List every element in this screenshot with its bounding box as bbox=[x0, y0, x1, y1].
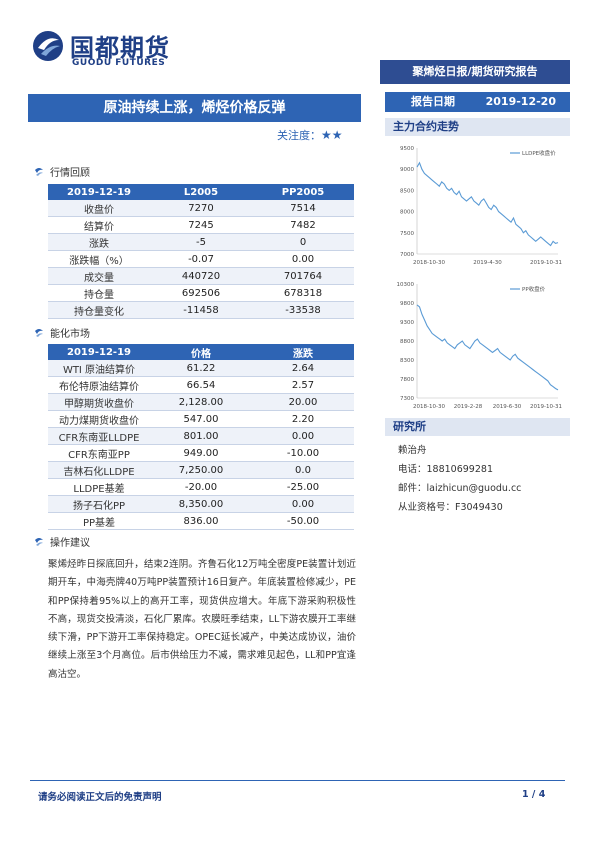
attention-level: 关注度：★★ bbox=[277, 127, 343, 143]
analyst-license: 从业资格号：F3049430 bbox=[398, 502, 503, 513]
table-row: 扬子石化PP 8,350.00 0.00 bbox=[48, 495, 354, 513]
table-row: 涨跌幅（%） -0.07 0.00 bbox=[48, 250, 354, 268]
table-row: 吉林石化LLDPE 7,250.00 0.0 bbox=[48, 461, 354, 479]
trend-heading: 主力合约走势 bbox=[385, 118, 570, 136]
lldpe-price-chart: 9500 9000 8500 8000 7500 7000 2018-10-30 2019-4… bbox=[400, 146, 562, 266]
table-row: 涨跌 -5 0 bbox=[48, 233, 354, 251]
section-icon bbox=[35, 538, 43, 546]
y-tick-label: 9500 bbox=[400, 146, 414, 152]
report-date-value: 2019-12-20 bbox=[485, 95, 556, 108]
y-tick-label: 7000 bbox=[400, 252, 414, 258]
y-tick-label: 9000 bbox=[400, 167, 414, 173]
page-number: 1 / 4 bbox=[522, 789, 546, 800]
table-row: 结算价 7245 7482 bbox=[48, 216, 354, 234]
y-tick-label: 7800 bbox=[400, 377, 414, 383]
section-icon bbox=[35, 168, 43, 176]
y-tick-label: 10300 bbox=[397, 282, 415, 288]
section-ops-heading: 操作建议 bbox=[34, 534, 90, 549]
table-row: 动力煤期货收盘价 547.00 2.20 bbox=[48, 410, 354, 428]
table-row: 持仓量变化 -11458 -33538 bbox=[48, 301, 354, 319]
table-header: 2019-12-19 bbox=[48, 344, 150, 360]
table-row: LLDPE基差 -20.00 -25.00 bbox=[48, 478, 354, 496]
attention-label: 关注度： bbox=[277, 129, 321, 142]
footer-disclaimer: 请务必阅读正文后的免责声明 bbox=[38, 792, 162, 803]
table-header-row: 2019-12-19 L2005 PP2005 bbox=[48, 184, 354, 200]
y-tick-label: 7300 bbox=[400, 396, 414, 402]
table-header-row: 2019-12-19 价格 涨跌 bbox=[48, 344, 354, 360]
pp-price-chart: 10300 9800 9300 8800 8300 7800 7300 2018-10-30 2… bbox=[397, 282, 562, 410]
series-line bbox=[416, 161, 559, 247]
table-header: 涨跌 bbox=[252, 344, 354, 360]
table-row: PP基差 836.00 -50.00 bbox=[48, 512, 354, 530]
analyst-email[interactable]: 邮件：laizhicun@guodu.cc bbox=[398, 483, 522, 494]
table-header: L2005 bbox=[150, 184, 252, 200]
table-row: 成交量 440720 701764 bbox=[48, 267, 354, 285]
x-tick-label: 2018-10-30 bbox=[413, 404, 445, 410]
analyst-name: 赖治舟 bbox=[398, 445, 427, 456]
y-tick-label: 8000 bbox=[400, 210, 414, 216]
attention-stars: ★★ bbox=[321, 128, 343, 142]
x-tick-label: 2018-10-30 bbox=[413, 260, 445, 266]
section-icon bbox=[35, 329, 43, 337]
company-name-en: GUODU FUTURES bbox=[72, 58, 166, 68]
table-row: 布伦特原油结算价 66.54 2.57 bbox=[48, 376, 354, 394]
review-table: 2019-12-19 L2005 PP2005 收盘价 7270 7514 结算价 7… bbox=[48, 184, 354, 319]
table-header: 价格 bbox=[150, 344, 252, 360]
table-row: CFR东南亚LLDPE 801.00 0.00 bbox=[48, 427, 354, 445]
y-tick-label: 8800 bbox=[400, 339, 414, 345]
legend-label: PP收盘价 bbox=[522, 285, 546, 293]
x-tick-label: 2019-10-31 bbox=[530, 260, 562, 266]
y-tick-label: 7500 bbox=[400, 231, 414, 237]
y-tick-label: 9300 bbox=[400, 320, 414, 326]
ops-text: 聚烯烃昨日探底回升，结束2连阴。齐鲁石化12万吨全密度PE装置计划近期开车，中海… bbox=[48, 559, 356, 680]
table-row: 甲醇期货收盘价 2,128.00 20.00 bbox=[48, 393, 354, 411]
table-header: 2019-12-19 bbox=[48, 184, 150, 200]
x-tick-label: 2019-10-31 bbox=[530, 404, 562, 410]
analyst-phone: 电话：18810699281 bbox=[398, 464, 493, 475]
legend-label: LLDPE收盘价 bbox=[522, 149, 556, 157]
y-tick-label: 8500 bbox=[400, 188, 414, 194]
table-row: 持仓量 692506 678318 bbox=[48, 284, 354, 302]
report-title: 原油持续上涨，烯烃价格反弹 bbox=[28, 94, 361, 122]
table-row: WTI 原油结算价 61.22 2.64 bbox=[48, 360, 354, 377]
footer-divider bbox=[30, 780, 565, 781]
y-tick-label: 8300 bbox=[400, 358, 414, 364]
table-row: 收盘价 7270 7514 bbox=[48, 200, 354, 217]
y-tick-label: 9800 bbox=[400, 301, 414, 307]
report-date-label: 报告日期 bbox=[411, 95, 455, 108]
table-header: PP2005 bbox=[252, 184, 354, 200]
section-chem-heading: 能化市场 bbox=[34, 325, 90, 340]
table-row: CFR东南亚PP 949.00 -10.00 bbox=[48, 444, 354, 462]
report-date-bar: 报告日期 2019-12-20 bbox=[385, 92, 570, 112]
chem-table: 2019-12-19 价格 涨跌 WTI 原油结算价 61.22 2.64 布伦特原… bbox=[48, 344, 354, 530]
x-tick-label: 2019-2-28 bbox=[454, 404, 483, 410]
series-line bbox=[416, 304, 559, 391]
report-type-banner: 聚烯烃日报/期货研究报告 bbox=[380, 60, 570, 84]
company-logo-icon bbox=[33, 31, 63, 61]
section-review-heading: 行情回顾 bbox=[34, 164, 90, 179]
research-heading: 研究所 bbox=[385, 418, 570, 436]
x-tick-label: 2019-4-30 bbox=[473, 260, 502, 266]
x-tick-label: 2019-6-30 bbox=[493, 404, 522, 410]
company-name-cn: 国都期货 bbox=[70, 34, 170, 62]
